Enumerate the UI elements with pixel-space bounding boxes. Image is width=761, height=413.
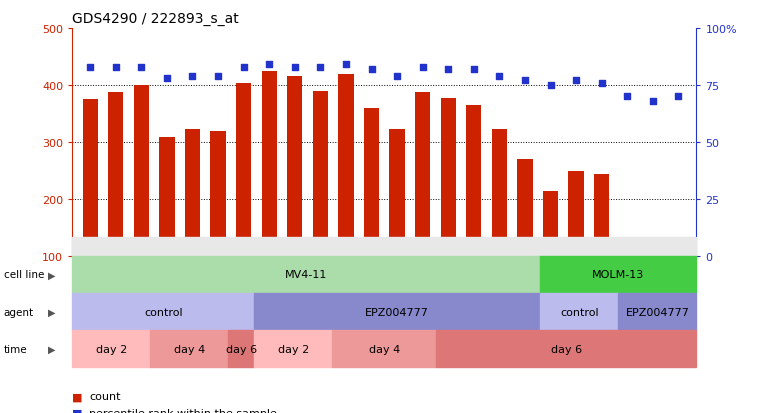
Bar [441,99,456,256]
Text: percentile rank within the sample: percentile rank within the sample [89,408,277,413]
Bar [159,138,174,256]
Text: GDS4290 / 222893_s_at: GDS4290 / 222893_s_at [72,12,239,26]
Bar [619,244,635,256]
Text: cell line: cell line [4,270,44,280]
Text: day 6: day 6 [551,344,582,354]
Point [596,80,608,87]
Text: control: control [560,307,599,317]
Point [365,66,377,73]
Point [212,73,224,80]
Point [544,82,556,89]
Text: MOLM-13: MOLM-13 [592,270,645,280]
Point [288,64,301,71]
Point [519,78,531,84]
Bar [134,85,149,256]
Text: ▶: ▶ [48,344,56,354]
Point [84,64,97,71]
Text: control: control [144,307,183,317]
Point [621,94,633,100]
Text: day 6: day 6 [226,344,257,354]
Bar [108,93,123,256]
Bar [339,74,354,256]
Text: EPZ004777: EPZ004777 [365,307,429,317]
Point [468,66,480,73]
Text: agent: agent [4,307,34,317]
Bar [390,129,405,256]
Text: day 2: day 2 [96,344,127,354]
Bar [185,129,200,256]
Point [442,66,454,73]
Bar [415,93,430,256]
Point [186,73,199,80]
Text: ■: ■ [72,392,83,401]
Text: time: time [4,344,27,354]
Point [340,62,352,69]
Text: ▶: ▶ [48,307,56,317]
Point [570,78,582,84]
Point [135,64,148,71]
Text: ▶: ▶ [48,270,56,280]
Point [314,64,326,71]
Bar [543,192,559,256]
Bar [82,99,98,256]
Text: EPZ004777: EPZ004777 [626,307,689,317]
Bar [466,106,482,256]
Bar [262,71,277,256]
Bar [236,84,251,256]
Bar [287,77,302,256]
Bar [364,109,379,256]
Point [110,64,122,71]
Point [416,64,428,71]
Bar [210,132,226,256]
Text: day 4: day 4 [174,344,205,354]
Text: MV4-11: MV4-11 [285,270,327,280]
Text: ■: ■ [72,408,83,413]
Bar [594,174,610,256]
Bar [313,91,328,256]
Bar [568,172,584,256]
Point [647,98,659,105]
Point [493,73,505,80]
Bar [670,246,686,256]
Text: day 4: day 4 [368,344,400,354]
Text: count: count [89,392,120,401]
Point [161,76,173,82]
Point [237,64,250,71]
Text: day 2: day 2 [278,344,309,354]
Point [391,73,403,80]
Bar [517,159,533,256]
Point [263,62,275,69]
Bar [492,129,507,256]
Point [672,94,684,100]
